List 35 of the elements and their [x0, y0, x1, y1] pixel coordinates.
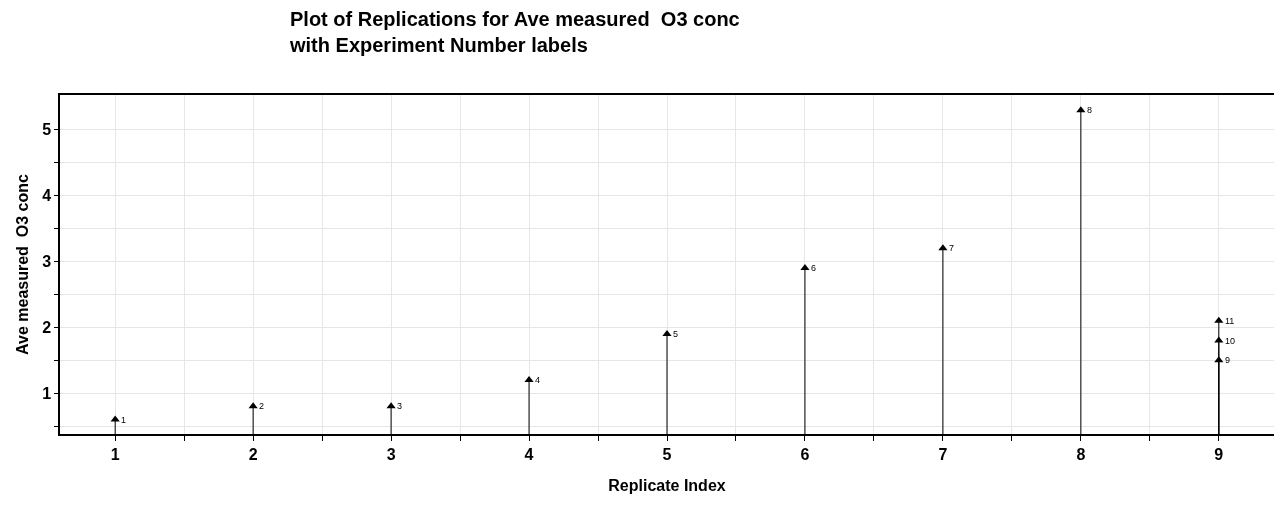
point [110, 415, 120, 422]
annotation: 9 [1225, 355, 1231, 365]
y-axis-title: Ave measured O3 conc [13, 173, 31, 355]
x-tick-label: 3 [386, 445, 396, 463]
annotation: 7 [949, 243, 955, 253]
y-tick-label: 4 [42, 187, 52, 205]
x-tick-label: 1 [110, 445, 120, 463]
annotation: 2 [259, 401, 265, 411]
annotation: 4 [535, 375, 541, 385]
x-tick-label: 9 [1214, 445, 1224, 463]
point [1214, 316, 1224, 323]
x-tick-label: 8 [1076, 445, 1086, 463]
annotation: 11 [1225, 316, 1235, 326]
annotation: 1 [121, 415, 127, 425]
y-tick-label: 5 [42, 121, 52, 139]
y-tick-label: 3 [42, 253, 52, 271]
point [1214, 336, 1224, 343]
x-tick-label: 5 [662, 445, 672, 463]
annotation: 5 [673, 329, 679, 339]
chart-title: Plot of Replications for Ave measured O3 conc with Experiment Number labels [289, 7, 740, 56]
x-tick-label: 4 [524, 445, 534, 463]
y-tick-label: 2 [42, 318, 52, 336]
x-axis-title: Replicate Index [608, 477, 726, 495]
x-tick-label: 2 [248, 445, 258, 463]
point [1076, 106, 1086, 113]
annotation: 10 [1225, 336, 1236, 346]
annotation: 8 [1087, 105, 1093, 115]
point [800, 264, 810, 271]
point [662, 329, 672, 336]
y-tick-label: 1 [42, 384, 52, 402]
annotation: 3 [397, 401, 403, 411]
x-tick-label: 7 [938, 445, 948, 463]
x-tick-label: 6 [800, 445, 810, 463]
point [524, 376, 534, 383]
annotation: 6 [811, 263, 817, 273]
